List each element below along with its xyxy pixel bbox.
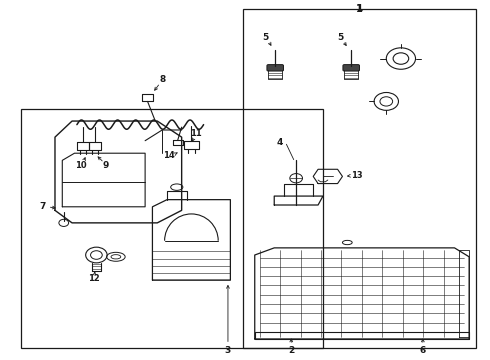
Text: 11: 11 xyxy=(191,129,202,138)
Text: 1: 1 xyxy=(356,4,363,13)
Text: 10: 10 xyxy=(75,161,87,170)
FancyBboxPatch shape xyxy=(343,64,360,71)
Text: 8: 8 xyxy=(159,76,165,85)
Text: 9: 9 xyxy=(103,161,109,170)
Text: 2: 2 xyxy=(288,346,294,355)
Text: 5: 5 xyxy=(262,33,269,42)
Bar xyxy=(21,109,323,348)
Text: 3: 3 xyxy=(225,346,231,355)
Text: 4: 4 xyxy=(277,138,283,147)
Text: 5: 5 xyxy=(337,33,343,42)
Text: 12: 12 xyxy=(88,274,100,283)
Bar xyxy=(243,9,476,348)
Text: 1: 1 xyxy=(356,4,363,14)
Text: 14: 14 xyxy=(163,151,174,160)
Text: 7: 7 xyxy=(40,202,46,211)
Text: 13: 13 xyxy=(351,171,363,180)
FancyBboxPatch shape xyxy=(267,64,284,71)
Text: 6: 6 xyxy=(420,346,426,355)
